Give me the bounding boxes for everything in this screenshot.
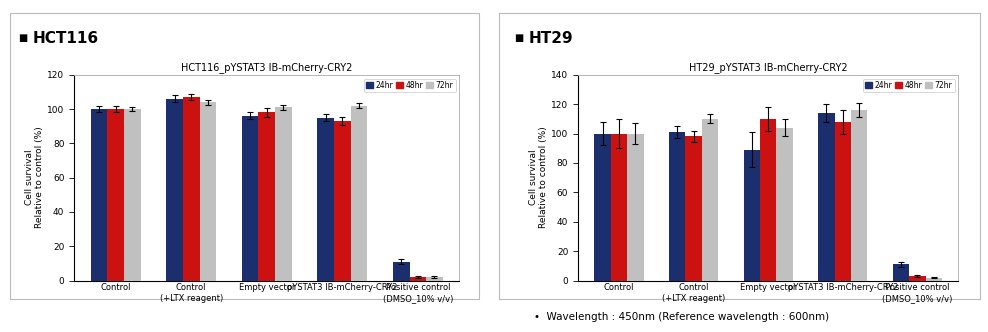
Y-axis label: Cell survival
Relative to control (%): Cell survival Relative to control (%): [529, 127, 548, 228]
Bar: [611, 133, 627, 281]
Bar: [835, 122, 851, 281]
Bar: [393, 262, 410, 281]
Bar: [275, 107, 291, 281]
Bar: [259, 113, 275, 281]
Bar: [893, 264, 909, 281]
Bar: [334, 121, 351, 281]
Y-axis label: Cell survival
Relative to control (%): Cell survival Relative to control (%): [25, 127, 44, 228]
Bar: [669, 132, 686, 281]
Title: HCT116_pYSTAT3 IB-mCherry-CRY2: HCT116_pYSTAT3 IB-mCherry-CRY2: [181, 62, 353, 73]
Bar: [410, 277, 426, 281]
Bar: [426, 277, 443, 281]
Bar: [124, 109, 140, 281]
Text: HCT116: HCT116: [33, 31, 99, 46]
Bar: [818, 113, 835, 281]
Bar: [91, 109, 108, 281]
Bar: [909, 276, 926, 281]
Text: ■: ■: [514, 33, 523, 43]
Bar: [744, 150, 760, 281]
Bar: [166, 99, 183, 281]
Bar: [183, 97, 200, 281]
Text: •  Wavelength : 450nm (Reference wavelength : 600nm): • Wavelength : 450nm (Reference waveleng…: [534, 312, 829, 322]
Bar: [926, 278, 942, 281]
Title: HT29_pYSTAT3 IB-mCherry-CRY2: HT29_pYSTAT3 IB-mCherry-CRY2: [689, 62, 848, 73]
Bar: [777, 127, 792, 281]
Bar: [317, 118, 334, 281]
Text: HT29: HT29: [529, 31, 573, 46]
Bar: [851, 110, 867, 281]
Bar: [595, 133, 611, 281]
Legend: 24hr, 48hr, 72hr: 24hr, 48hr, 72hr: [864, 79, 954, 92]
Bar: [242, 116, 259, 281]
Bar: [627, 133, 643, 281]
Bar: [108, 109, 124, 281]
Legend: 24hr, 48hr, 72hr: 24hr, 48hr, 72hr: [365, 79, 455, 92]
Bar: [686, 136, 701, 281]
Bar: [701, 119, 718, 281]
Bar: [351, 106, 368, 281]
Bar: [760, 119, 777, 281]
Text: ■: ■: [18, 33, 27, 43]
Bar: [200, 102, 216, 281]
